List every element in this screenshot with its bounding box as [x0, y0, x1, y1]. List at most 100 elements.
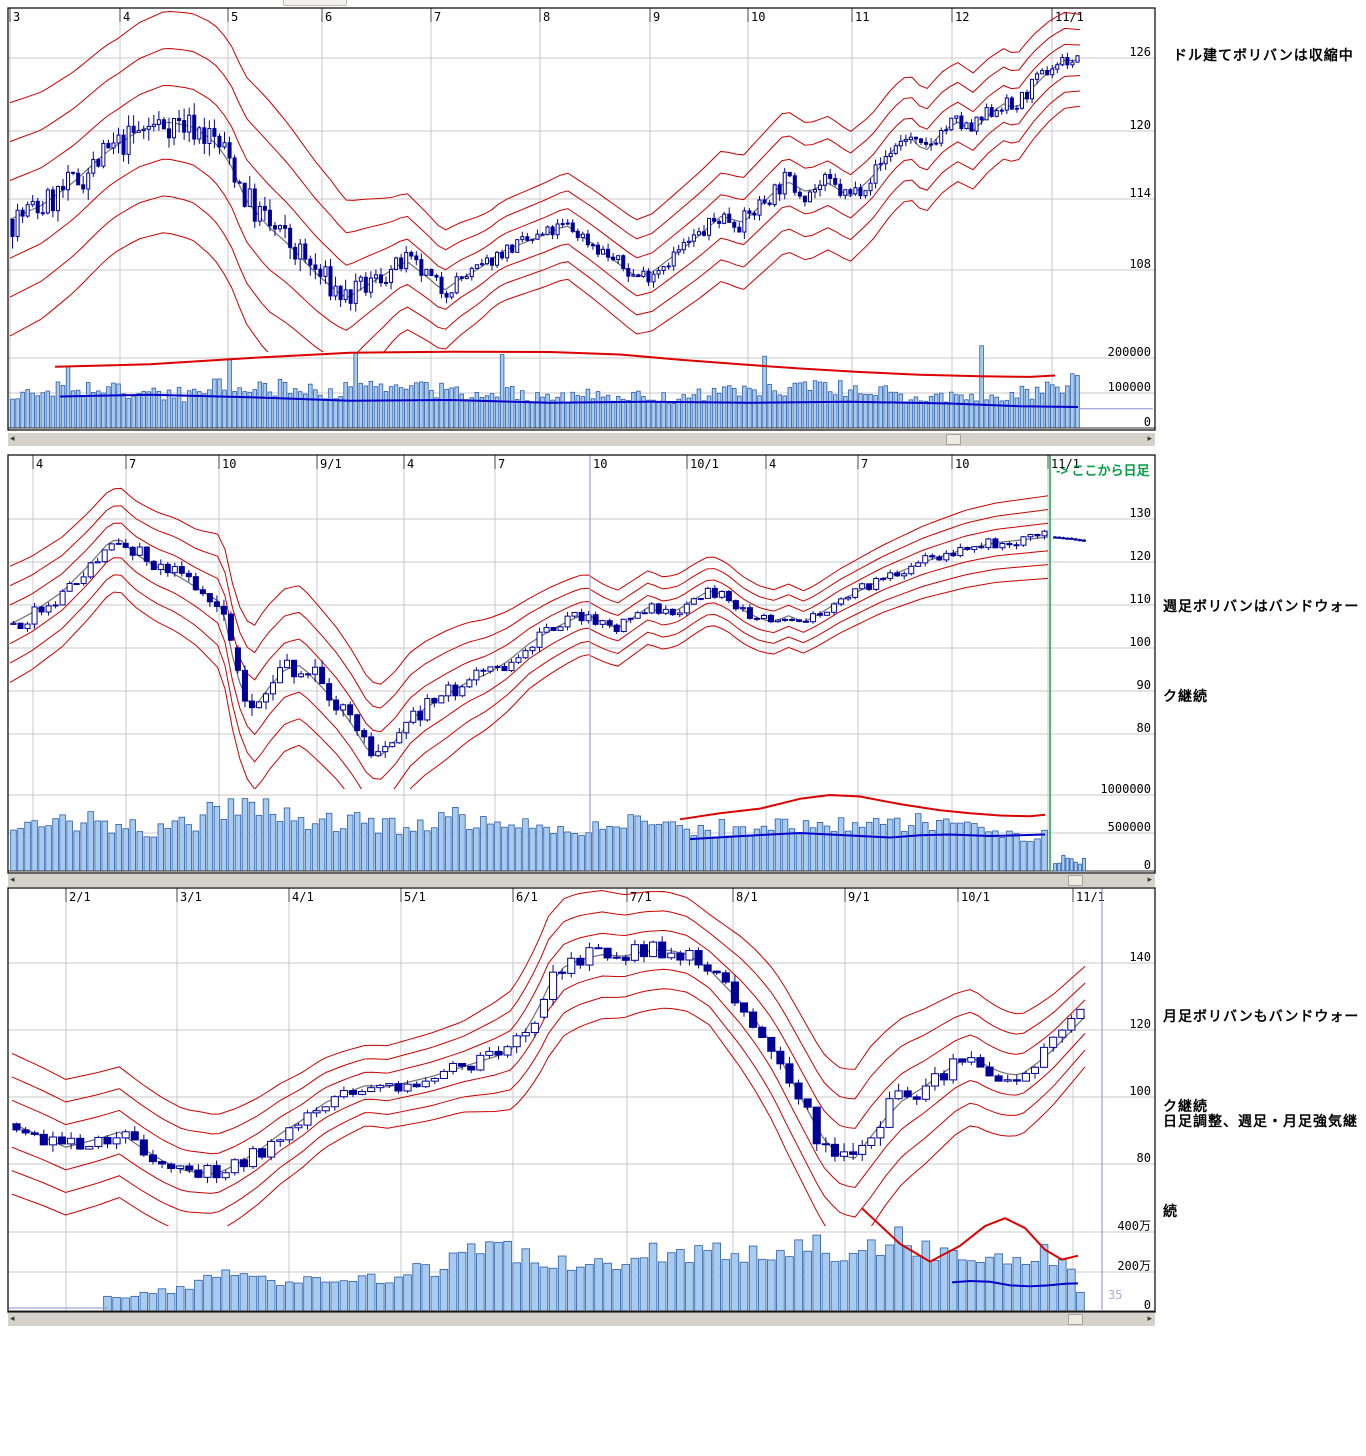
scroll-left-icon[interactable]: ◂: [10, 875, 15, 885]
h-scrollbar-chart3[interactable]: ◂ ▸: [8, 1313, 1155, 1326]
price-tick-label: 100: [1129, 635, 1151, 649]
volume-ma-lines: [54, 350, 1153, 410]
x-tick-label: 4: [769, 457, 776, 471]
x-tick-label: 7: [129, 457, 136, 471]
clipped-window-control[interactable]: [283, 0, 347, 6]
annotation-monthly-line2: ク継続: [1163, 1098, 1208, 1114]
grid: 2/1 3/1 4/1 5/1 6/1 7/1 8/1 9/1 10/1 11/114012010…: [8, 888, 1155, 1312]
h-scrollbar-chart1[interactable]: ◂ ▸: [8, 433, 1155, 446]
price-tick-label: 120: [1129, 118, 1151, 132]
volume-tick-label: 100000: [1108, 380, 1151, 394]
x-tick-label: 10: [955, 457, 969, 471]
price-tick-label: 110: [1129, 592, 1151, 606]
price-tick-label: 114: [1129, 186, 1151, 200]
bollinger-bands: [11, 890, 1086, 1226]
scrollbar-thumb[interactable]: [1068, 1314, 1083, 1325]
grid: 3 4 5 6 7 8 9 10 11 12 11/1 126 120 114 108 200000 10000…: [8, 8, 1155, 429]
x-tick-label: 5: [231, 10, 238, 24]
price-tick-label: 130: [1129, 506, 1151, 520]
vol-ma-blue: [689, 832, 1046, 841]
volume-bars: [8, 798, 1155, 872]
scrollbar-thumb[interactable]: [946, 434, 961, 445]
bollinger-bands: [9, 487, 1049, 789]
x-tick-label: 9/1: [320, 457, 342, 471]
band-line: [9, 75, 1081, 331]
x-tick-label: 4: [36, 457, 43, 471]
volume-tick-label: 0: [1144, 1298, 1151, 1312]
price-tick-label: 80: [1137, 1151, 1151, 1165]
band-line: [11, 1007, 1086, 1226]
annotation-weekly-bandwalk: 週足ボリバンはバンドウォー ク継続: [1163, 531, 1359, 771]
band-line: [9, 105, 1081, 352]
scroll-left-icon[interactable]: ◂: [10, 434, 15, 444]
scrollbar-thumb[interactable]: [1068, 875, 1083, 886]
vol-ma-red: [861, 1207, 1079, 1263]
x-tick-label: 10: [222, 457, 236, 471]
x-tick-label: 7: [498, 457, 505, 471]
price-tick-label: 90: [1137, 678, 1151, 692]
x-tick-label: 10: [593, 457, 607, 471]
scroll-right-icon[interactable]: ▸: [1147, 875, 1152, 885]
candlestick-series: [10, 529, 1048, 758]
vol-ma-blue: [59, 393, 1079, 408]
scroll-right-icon[interactable]: ▸: [1147, 1314, 1152, 1324]
x-tick-label: 7: [434, 10, 441, 24]
band-line: [9, 43, 1081, 271]
chart-frame: [7, 887, 1156, 1313]
band-line: [11, 910, 1086, 1135]
x-tick-label: 11: [855, 10, 869, 24]
annotation-daily-squeeze: ドル建てボリバンは収縮中: [1173, 47, 1354, 63]
band-line: [11, 890, 1086, 1115]
volume-tick-label: 400万: [1117, 1219, 1151, 1233]
candlestick-series: [10, 52, 1080, 312]
chart-frame: [7, 7, 1156, 431]
scroll-right-icon[interactable]: ▸: [1147, 434, 1152, 444]
x-tick-label: 3: [13, 10, 20, 24]
band-line: [11, 968, 1086, 1194]
band-line: [9, 487, 1049, 685]
scroll-left-icon[interactable]: ◂: [10, 1314, 15, 1324]
x-tick-label: 4/1: [292, 890, 314, 904]
band-line: [9, 10, 1081, 231]
x-tick-label: 8: [543, 10, 550, 24]
annotation-daily-adjust: 日足調整、週足・月足強気継 続: [1163, 1046, 1358, 1286]
x-tick-label: 4: [123, 10, 130, 24]
x-tick-label: 11/1: [1051, 457, 1080, 471]
chart-monthly: 2/1 3/1 4/1 5/1 6/1 7/1 8/1 9/1 10/1 11/114012010…: [7, 887, 1156, 1313]
volume-tick-label: 0: [1144, 858, 1151, 872]
x-tick-label: 6/1: [516, 890, 538, 904]
band-line: [11, 988, 1086, 1218]
chart-frame: [7, 454, 1156, 874]
x-tick-label: 3/1: [180, 890, 202, 904]
volume-ma-lines: [8, 1207, 1079, 1309]
price-tick-label: 126: [1129, 45, 1151, 59]
annotation-monthly-line1: 月足ボリバンもバンドウォー: [1163, 1008, 1360, 1024]
x-tick-label: 10/1: [690, 457, 719, 471]
h-scrollbar-chart2[interactable]: ◂ ▸: [8, 874, 1155, 887]
band-line: [9, 564, 1049, 789]
count-label: 35: [1108, 1288, 1123, 1302]
price-tick-label: 80: [1137, 721, 1151, 735]
annotation-weekly-line1: 週足ボリバンはバンドウォー: [1163, 598, 1360, 614]
price-tick-label: 120: [1129, 549, 1151, 563]
x-tick-label: 9/1: [848, 890, 870, 904]
volume-tick-label: 200万: [1117, 1259, 1151, 1273]
volume-tick-label: 200000: [1108, 345, 1151, 359]
grid: 4 7 10 9/1 4 7 10 10/1 4 7 10 11/1 130 120 110 100 90 80 1…: [8, 455, 1155, 872]
vol-ma-blue: [951, 1279, 1079, 1288]
middle-band-line: [9, 59, 1080, 299]
annotation-weekly-line2: ク継続: [1163, 688, 1208, 704]
band-line: [9, 550, 1049, 780]
volume-bars: [8, 345, 1155, 429]
annotation-adjust-line1: 日足調整、週足・月足強気継: [1163, 1113, 1358, 1129]
band-line: [9, 27, 1081, 251]
annotation-adjust-line2: 続: [1163, 1203, 1178, 1219]
chart-daily-usd: 3 4 5 6 7 8 9 10 11 12 11/1 126 120 114 108 200000 10000…: [7, 7, 1156, 431]
volume-bars: [8, 1226, 1155, 1312]
volume-ma-lines: [679, 794, 1046, 841]
price-tick-label: 120: [1129, 1017, 1151, 1031]
band-line: [9, 505, 1049, 709]
x-tick-label: 6: [325, 10, 332, 24]
x-tick-label: 12: [955, 10, 969, 24]
